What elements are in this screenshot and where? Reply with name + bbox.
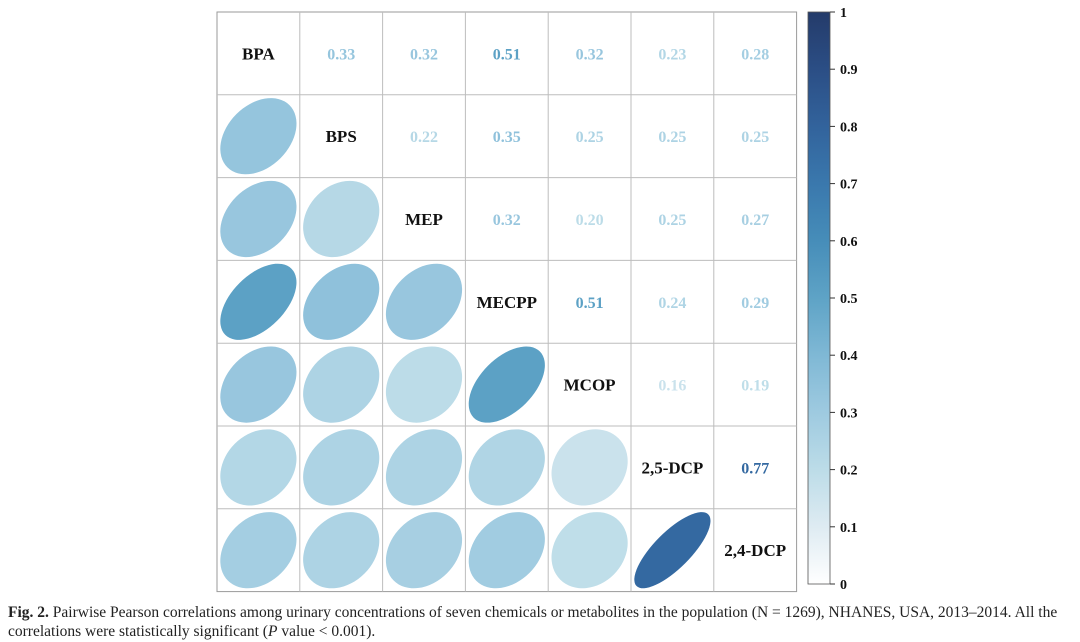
correlation-value: 0.32: [410, 46, 438, 63]
correlation-ellipse: [220, 346, 297, 423]
correlation-value: 0.19: [741, 378, 769, 395]
caption-label: Fig. 2.: [8, 604, 49, 621]
correlation-ellipse: [468, 429, 545, 506]
correlation-value: 0.27: [741, 212, 769, 229]
correlation-ellipse: [551, 512, 628, 589]
colorbar: 0 0.1 0.2 0.3 0.4 0.5 0.6 0.7 0.8 0.9 1: [807, 6, 858, 593]
correlation-value: 0.35: [493, 129, 521, 146]
variable-label: BPA: [242, 44, 275, 63]
variable-label: MEP: [405, 210, 443, 229]
variable-label: MCOP: [564, 376, 616, 395]
caption-p-italic: P: [267, 623, 278, 640]
correlation-value: 0.33: [327, 46, 355, 63]
correlation-cells: BPA 0.33 0.32 0.51 0.32 0.23 0.28 BPS 0.22 0.35 0.…: [220, 44, 786, 589]
correlation-ellipse: [303, 180, 380, 258]
correlation-ellipse: [385, 263, 463, 340]
correlation-value: 0.77: [741, 460, 769, 477]
caption-text-end: value < 0.001).: [277, 623, 376, 640]
correlation-value: 0.24: [658, 295, 686, 312]
correlation-ellipse: [303, 263, 380, 340]
correlation-ellipse: [220, 263, 297, 340]
correlation-value: 0.51: [576, 295, 604, 312]
figure-caption: Fig. 2. Pairwise Pearson correlations am…: [8, 603, 1076, 641]
correlation-value: 0.29: [741, 295, 769, 312]
correlation-value: 0.16: [658, 378, 686, 395]
correlation-ellipse: [385, 512, 463, 589]
variable-label: 2,4-DCP: [724, 541, 786, 560]
correlation-value: 0.22: [410, 129, 438, 146]
variable-label: BPS: [326, 127, 357, 146]
correlation-value: 0.25: [658, 129, 686, 146]
variable-label: MECPP: [477, 293, 537, 312]
colorbar-tick-label: 1: [840, 6, 847, 21]
correlation-value: 0.32: [576, 46, 604, 63]
correlation-value: 0.25: [658, 212, 686, 229]
colorbar-tick-label: 0.2: [840, 464, 858, 479]
correlation-ellipse: [303, 429, 380, 506]
caption-text: Pairwise Pearson correlations among urin…: [8, 604, 1058, 640]
correlation-ellipse: [385, 429, 463, 506]
correlation-value: 0.20: [576, 212, 604, 229]
colorbar-tick-label: 0: [840, 578, 847, 593]
correlation-value: 0.25: [576, 129, 604, 146]
colorbar-tick-label: 0.5: [840, 292, 858, 307]
correlation-ellipse: [634, 512, 711, 589]
colorbar-tick-label: 0.8: [840, 120, 858, 135]
correlation-ellipse: [220, 512, 297, 589]
correlation-ellipse: [468, 346, 545, 423]
correlation-ellipse: [220, 98, 297, 175]
correlation-ellipse: [468, 512, 545, 589]
correlation-value: 0.23: [658, 46, 686, 63]
correlation-value: 0.25: [741, 129, 769, 146]
colorbar-gradient: [807, 11, 831, 585]
variable-label: 2,5-DCP: [641, 458, 703, 477]
correlation-value: 0.32: [493, 212, 521, 229]
colorbar-tick-label: 0.6: [840, 235, 858, 250]
colorbar-tick-label: 0.3: [840, 406, 858, 421]
correlation-value: 0.28: [741, 46, 769, 63]
colorbar-tick-label: 0.9: [840, 63, 858, 78]
colorbar-tick-label: 0.1: [840, 521, 858, 536]
correlation-value: 0.51: [493, 46, 521, 63]
correlation-ellipse: [220, 180, 297, 258]
colorbar-tick-label: 0.7: [840, 178, 858, 193]
correlation-ellipse: [385, 346, 463, 423]
correlation-ellipse: [220, 429, 297, 506]
correlation-ellipse: [551, 429, 628, 506]
correlation-ellipse: [303, 346, 380, 423]
correlation-ellipse: [303, 512, 380, 589]
colorbar-tick-label: 0.4: [840, 349, 858, 364]
